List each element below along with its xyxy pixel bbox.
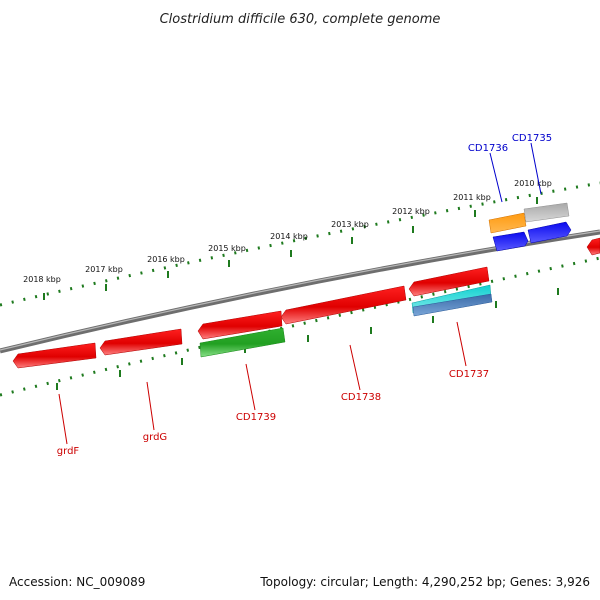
gene-edge-arrow[interactable] [586, 237, 600, 256]
gene-label-cd1736[interactable]: CD1736 [468, 143, 508, 154]
gene-cd1739-bar[interactable] [199, 327, 286, 358]
gene-label-grdg[interactable]: grdG [143, 432, 167, 443]
scale-label: 2012 kbp [392, 207, 430, 216]
scale-label: 2017 kbp [85, 265, 123, 274]
gene-label-cd1735[interactable]: CD1735 [512, 133, 552, 144]
scale-label: 2011 kbp [453, 193, 491, 202]
accession-text: Accession: NC_009089 [9, 575, 145, 589]
gene-cd1735-arrow[interactable] [527, 221, 572, 244]
scale-label: 2018 kbp [23, 275, 61, 284]
gene-cd1735-bar[interactable] [523, 202, 570, 223]
gene-label-cd1737[interactable]: CD1737 [449, 369, 489, 380]
inner-major-ticks [56, 288, 559, 390]
scale-label: 2013 kbp [331, 220, 369, 229]
inner-scale-track [0, 256, 600, 397]
genome-backbone [0, 229, 600, 354]
gene-cd1737-arrow[interactable] [408, 266, 490, 297]
scale-label: 2015 kbp [208, 244, 246, 253]
gene-cd1736-bar[interactable] [488, 212, 527, 234]
scale-label: 2016 kbp [147, 255, 185, 264]
outer-major-ticks [43, 197, 538, 300]
gene-grdf-arrow[interactable] [12, 342, 97, 369]
map-title: Clostridium difficile 630, complete geno… [160, 12, 441, 27]
genome-summary-text: Topology: circular; Length: 4,290,252 bp… [259, 575, 590, 589]
gene-cd1739-arrow[interactable] [197, 310, 283, 340]
scale-label: 2014 kbp [270, 232, 308, 241]
gene-label-grdf[interactable]: grdF [57, 446, 80, 457]
gene-label-cd1738[interactable]: CD1738 [341, 392, 381, 403]
gene-cd1738-arrow[interactable] [280, 285, 407, 325]
label-leaders [58, 142, 542, 445]
gene-cd1736-arrow[interactable] [492, 231, 529, 252]
gene-label-cd1739[interactable]: CD1739 [236, 412, 276, 423]
scale-label: 2010 kbp [514, 179, 552, 188]
gene-cd1737-bar-bottom[interactable] [412, 293, 493, 317]
gene-grdg-arrow[interactable] [99, 328, 183, 356]
